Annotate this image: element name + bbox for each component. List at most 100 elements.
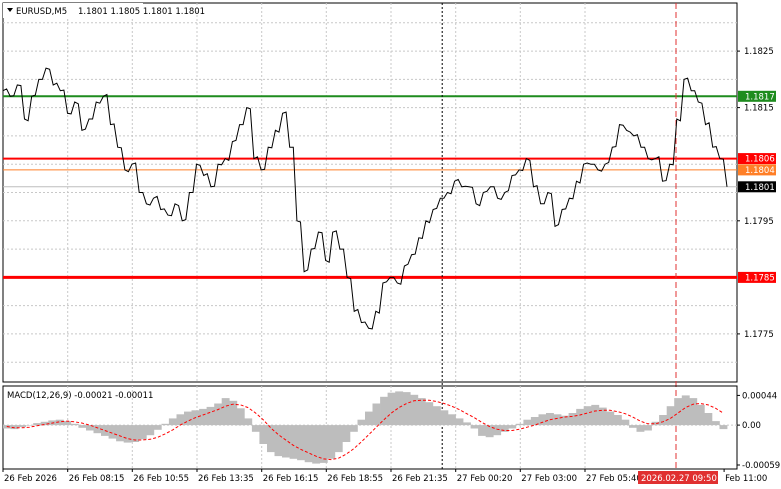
macd-histogram-bar — [470, 425, 479, 429]
price-tick-label: 1.1815 — [744, 104, 774, 114]
macd-histogram-bar — [131, 425, 140, 442]
time-tick-label: 26 Feb 21:35 — [392, 474, 448, 484]
current-price-label: 1.1801 — [745, 183, 775, 193]
green-level-tag — [738, 90, 776, 102]
macd-histogram-bar — [636, 425, 645, 432]
chevron-down-icon[interactable] — [7, 8, 13, 12]
macd-histogram-bar — [161, 423, 170, 426]
macd-histogram-bar — [478, 425, 486, 436]
macd-histogram-bar — [251, 425, 260, 432]
macd-histogram-bar — [606, 411, 615, 426]
macd-histogram-bar — [523, 419, 532, 426]
macd-histogram-bar — [199, 408, 207, 426]
macd-histogram-bar — [267, 425, 275, 453]
macd-histogram-bar — [568, 413, 577, 426]
macd-histogram-bar — [553, 414, 562, 426]
level-lines — [3, 95, 737, 279]
macd-histogram-bar — [432, 406, 441, 426]
macd-histogram-bar — [651, 421, 660, 426]
macd-histogram-bar — [666, 406, 675, 426]
macd-histogram-bar — [417, 398, 426, 426]
macd-tick-label: 0.00 — [742, 421, 761, 431]
macd-histogram-bar — [561, 415, 569, 426]
macd-histogram-bar — [214, 403, 223, 426]
macd-histogram-bar — [659, 415, 667, 426]
macd-pane[interactable]: MACD(12,26,9) -0.00021 -0.00011 0.000440… — [2, 385, 780, 471]
time-tick-label: 26 Feb 10:55 — [133, 474, 189, 484]
time-tick-label: 26 Feb 13:35 — [198, 474, 254, 484]
macd-histogram-bar — [244, 418, 253, 426]
macd-histogram-bar — [681, 395, 690, 426]
macd-histogram-bar — [33, 423, 42, 426]
macd-histogram-bar — [319, 425, 328, 463]
macd-histogram-bar — [689, 398, 698, 426]
cursor-time-tag: 2026.02.27 09:50 — [638, 471, 718, 484]
macd-histogram-bar — [176, 414, 185, 426]
macd-histogram-bar — [613, 415, 622, 426]
price-axis-ticks: 1.1825 1.1815 1.1795 1.1775 — [737, 47, 774, 340]
macd-histogram-bar — [546, 413, 554, 426]
macd-histogram-bar — [70, 423, 79, 426]
macd-tick-label: 0.00044 — [742, 391, 777, 401]
macd-histogram-bar — [583, 406, 592, 426]
macd-histogram-bar — [327, 425, 336, 459]
cursor-time-label: 2026.02.27 09:50 — [641, 474, 717, 484]
red-level-lower-label: 1.1785 — [745, 273, 775, 283]
red-level-upper-tag — [738, 153, 776, 165]
time-tick-label: 26 Feb 16:15 — [263, 474, 319, 484]
macd-histogram-bar — [93, 425, 102, 434]
macd-histogram-bar — [711, 421, 720, 426]
macd-histogram-bar — [153, 425, 162, 430]
price-pane[interactable]: EURUSD,M5 1.1801 1.1805 1.1801 1.1801 — [2, 2, 738, 469]
macd-tick-label: -0.00059 — [742, 461, 780, 471]
time-tick-label: 26 Feb 2026 — [4, 474, 57, 484]
macd-histogram-bar — [448, 414, 456, 426]
macd-histogram-bar — [312, 425, 321, 464]
macd-histogram-bar — [576, 408, 585, 426]
macd-histogram-bar — [402, 392, 411, 426]
macd-histogram-bar — [508, 425, 517, 429]
macd-histogram-bar — [538, 414, 547, 426]
macd-histogram-bar — [146, 425, 155, 436]
red-level-upper-label: 1.1806 — [745, 155, 775, 165]
macd-histogram-bar — [530, 417, 539, 426]
price-grid — [3, 3, 737, 382]
macd-histogram-bar — [297, 425, 305, 461]
macd-histogram-bar — [18, 425, 26, 428]
macd-histogram-bar — [598, 407, 607, 426]
orange-level-label: 1.1804 — [745, 166, 775, 176]
macd-histogram-bar — [10, 425, 19, 430]
time-tick-label: 27 Feb 05:40 — [586, 474, 642, 484]
macd-histogram-bar — [206, 406, 215, 426]
macd-histogram-bar — [334, 425, 343, 453]
macd-histogram-bar — [357, 419, 366, 426]
macd-histogram-bar — [168, 418, 177, 426]
macd-histogram-bar — [78, 425, 87, 428]
macd-histogram-bar — [289, 425, 298, 459]
macd-histogram-bar — [674, 398, 683, 426]
macd-histogram-bar — [387, 392, 396, 426]
current-price-tag: 1.1801 — [738, 181, 776, 193]
red-level-lower-tag — [738, 271, 776, 283]
macd-histogram-bar — [500, 425, 509, 432]
macd-histogram-bar — [342, 425, 351, 442]
macd-histogram-bar — [485, 425, 494, 438]
macd-histogram-bar — [410, 394, 419, 426]
macd-histogram-bar — [493, 425, 502, 436]
macd-histogram-bar — [123, 425, 132, 443]
macd-histogram-bar — [440, 410, 449, 426]
macd-histogram-bar — [621, 419, 630, 426]
macd-histogram-bar — [25, 425, 34, 426]
macd-histogram-bar — [515, 423, 524, 426]
macd-histogram-bar — [365, 411, 373, 426]
time-tick-label: 27 Feb 00:20 — [457, 474, 513, 484]
price-tick-label: 1.1795 — [744, 217, 774, 227]
ohlc-label: 1.1801 1.1805 1.1801 1.1801 — [78, 7, 205, 17]
orange-level-tag — [738, 164, 776, 176]
header-background — [3, 3, 143, 18]
macd-histogram-bar — [40, 421, 49, 426]
macd-histogram-bar — [349, 425, 358, 432]
